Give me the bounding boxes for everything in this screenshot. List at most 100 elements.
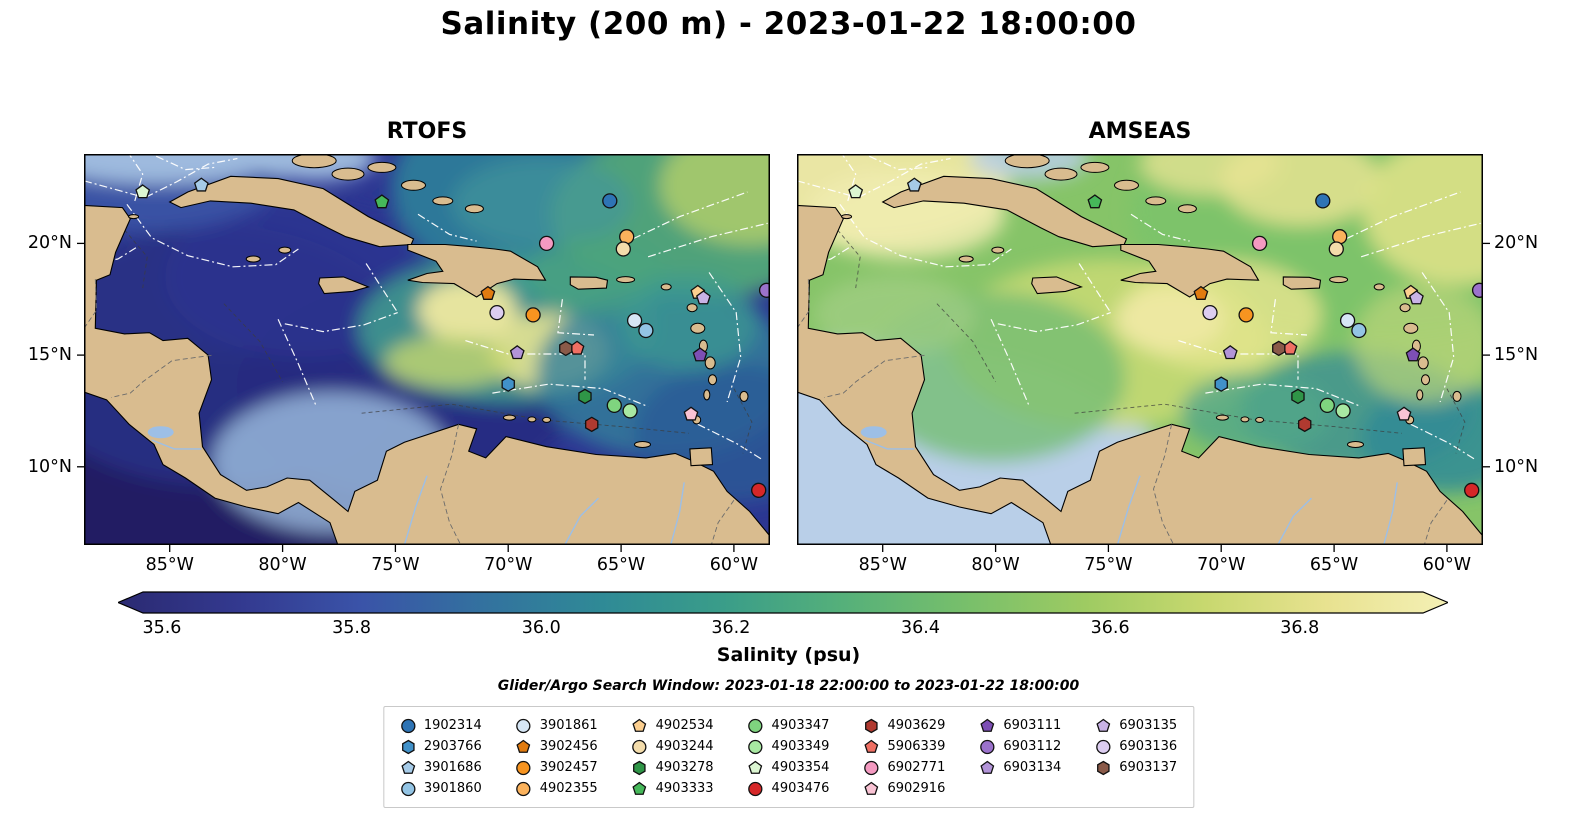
x-tick-label: 85°W	[858, 555, 907, 575]
colorbar-tick-label: 35.8	[332, 618, 372, 638]
legend-item: 6903137	[1095, 757, 1177, 778]
legend-item: 4903244	[632, 736, 714, 757]
circle-marker-icon	[864, 760, 879, 775]
hexagon-marker-icon	[633, 760, 646, 775]
colorbar: 35.6 35.8 36.0 36.2 36.4 36.6 36.8	[116, 591, 1450, 641]
circle-marker-icon	[632, 739, 647, 754]
legend-float-id: 4903278	[655, 760, 714, 775]
legend-float-id: 3902457	[539, 760, 598, 775]
legend-float-id: 6902916	[887, 781, 946, 796]
legend-item: 1902314	[400, 715, 482, 736]
legend-item: 6903112	[979, 736, 1061, 757]
circle-marker-icon	[748, 781, 763, 796]
x-tick-label: 60°W	[1422, 555, 1472, 575]
legend-column: 6903135 6903136 6903137	[1095, 715, 1177, 799]
hexagon-marker-icon	[1096, 760, 1110, 775]
pentagon-marker-icon	[748, 760, 763, 774]
pentagon-marker-icon	[632, 781, 647, 795]
colorbar-tick-label: 35.6	[142, 618, 182, 638]
legend-item: 4903347	[748, 715, 829, 736]
legend-item: 6903136	[1095, 736, 1177, 757]
circle-marker-icon	[516, 781, 531, 796]
colorbar-tick-label: 36.6	[1090, 618, 1130, 638]
legend-float-id: 6903136	[1119, 739, 1178, 754]
legend-float-id: 6903134	[1003, 760, 1062, 775]
pentagon-marker-icon	[864, 739, 879, 753]
legend-item: 3901861	[516, 715, 598, 736]
legend-column: 4903629 5906339 6902771 6902916	[863, 715, 945, 799]
circle-marker-icon	[400, 718, 415, 733]
pentagon-marker-icon	[980, 718, 995, 732]
panel-title-amseas: AMSEAS	[1088, 119, 1192, 144]
pentagon-marker-icon	[864, 781, 879, 795]
circle-marker-icon	[1096, 739, 1111, 754]
legend-item: 6902916	[863, 778, 945, 799]
legend-column: 4903347 4903349 4903354 4903476	[748, 715, 830, 799]
legend-item: 6903134	[979, 757, 1061, 778]
x-tick-label: 80°W	[258, 555, 307, 575]
legend-float-id: 4903629	[887, 718, 946, 733]
legend-float-id: 4902534	[655, 718, 714, 733]
legend-item: 3902457	[516, 757, 598, 778]
legend-column: 3901861 3902456 3902457 4902355	[516, 715, 598, 799]
legend-float-id: 2903766	[423, 739, 482, 754]
colorbar-tick-label: 36.2	[711, 618, 751, 638]
legend-float-id: 6902771	[887, 760, 946, 775]
legend-float-id: 1902314	[423, 718, 482, 733]
pentagon-marker-icon	[980, 760, 995, 774]
pentagon-marker-icon	[516, 739, 531, 753]
map-rtofs	[77, 154, 770, 552]
legend-item: 4903349	[748, 736, 830, 757]
legend-float-id: 3901861	[539, 718, 598, 733]
search-window-caption: Glider/Argo Search Window: 2023-01-18 22…	[497, 678, 1080, 694]
x-tick-label: 65°W	[596, 555, 646, 575]
legend-float-id: 4902355	[539, 781, 598, 796]
legend-item: 6903135	[1095, 715, 1177, 736]
legend-float-id: 6903112	[1003, 739, 1062, 754]
y-tick-label: 20°N	[1494, 233, 1539, 254]
x-tick-label: 80°W	[971, 555, 1020, 575]
legend-float-id: 6903111	[1003, 718, 1062, 733]
legend-item: 3901686	[400, 757, 482, 778]
circle-marker-icon	[516, 718, 531, 733]
circle-marker-icon	[980, 739, 995, 754]
y-tick-label: 15°N	[27, 345, 72, 366]
float-legend: 1902314 2903766 3901686 3901860 3901861 39024…	[382, 706, 1195, 808]
map-amseas	[797, 154, 1490, 552]
legend-float-id: 3901860	[423, 781, 482, 796]
hexagon-marker-icon	[865, 718, 878, 733]
legend-float-id: 4903476	[771, 781, 830, 796]
circle-marker-icon	[400, 781, 415, 796]
legend-float-id: 3902456	[539, 739, 598, 754]
hexagon-marker-icon	[401, 739, 415, 754]
colorbar-tick-label: 36.8	[1280, 618, 1320, 638]
legend-item: 3902456	[516, 736, 598, 757]
legend-item: 4903333	[632, 778, 714, 799]
legend-item: 2903766	[400, 736, 482, 757]
colorbar-label: Salinity (psu)	[716, 644, 861, 666]
legend-float-id: 4903244	[655, 739, 714, 754]
legend-float-id: 4903354	[771, 760, 830, 775]
x-tick-label: 75°W	[371, 555, 420, 575]
y-tick-label: 15°N	[1494, 345, 1539, 366]
legend-column: 4902534 4903244 4903278 4903333	[632, 715, 714, 799]
legend-float-id: 4903333	[655, 781, 714, 796]
legend-float-id: 3901686	[423, 760, 482, 775]
legend-item: 4903476	[748, 778, 830, 799]
panel-title-rtofs: RTOFS	[386, 119, 468, 144]
x-tick-label: 70°W	[484, 555, 533, 575]
circle-marker-icon	[748, 739, 763, 754]
legend-float-id: 5906339	[887, 739, 946, 754]
colorbar-gradient	[116, 591, 1450, 618]
legend-item: 6903111	[979, 715, 1061, 736]
colorbar-tick-label: 36.4	[900, 618, 940, 638]
legend-item: 6902771	[863, 757, 945, 778]
legend-item: 4903278	[632, 757, 714, 778]
legend-item: 4903354	[748, 757, 830, 778]
legend-item: 4903629	[863, 715, 945, 736]
x-tick-label: 75°W	[1084, 555, 1133, 575]
legend-float-id: 6903137	[1119, 760, 1178, 775]
pentagon-marker-icon	[1096, 718, 1111, 732]
legend-float-id: 4903349	[771, 739, 830, 754]
